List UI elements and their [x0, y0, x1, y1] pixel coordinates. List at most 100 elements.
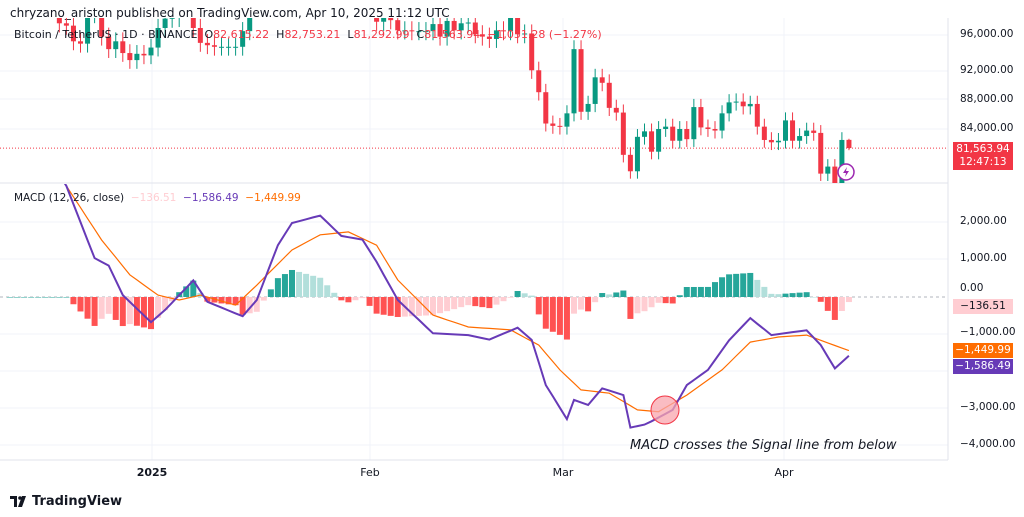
- candle-body: [620, 112, 626, 155]
- bar-countdown: 12:47:13: [959, 156, 1007, 168]
- histogram-bar: [556, 297, 563, 335]
- histogram-bar: [373, 297, 380, 314]
- histogram-bar: [451, 297, 458, 310]
- candle-body: [162, 18, 168, 28]
- candle-body: [712, 129, 718, 131]
- candle-body: [437, 24, 443, 37]
- candle-body: [254, 0, 259, 5]
- candle-body: [634, 136, 640, 172]
- candle-body: [543, 92, 549, 124]
- macd-axis-label: −3,000.00: [960, 401, 1016, 413]
- histogram-bar: [267, 289, 274, 297]
- histogram-bar: [133, 297, 140, 326]
- histogram-bar: [599, 293, 606, 297]
- histogram-bar: [28, 297, 35, 298]
- candle-body: [522, 33, 528, 35]
- histogram-bar: [740, 273, 747, 297]
- candle-body: [818, 132, 824, 174]
- histogram-tag: −136.51: [953, 299, 1013, 314]
- histogram-bar: [521, 293, 528, 297]
- histogram-bar: [528, 295, 535, 297]
- histogram-bar: [77, 297, 84, 312]
- close-label: C: [416, 28, 425, 41]
- histogram-bar: [500, 297, 507, 302]
- signal-tag: −1,449.99: [953, 343, 1013, 358]
- time-label-mar: Mar: [552, 466, 574, 479]
- histogram-bar: [655, 297, 662, 303]
- histogram-bar: [634, 297, 641, 314]
- histogram-bar: [704, 286, 711, 297]
- histogram-bar: [535, 297, 542, 315]
- crossover-marker: [650, 395, 680, 425]
- macd-legend: MACD (12, 26, close) −136.51 −1,586.49 −…: [14, 192, 301, 204]
- candle-body: [240, 31, 246, 47]
- candle-body: [8, 4, 13, 5]
- annotation-text: MACD crosses the Signal line from below: [630, 438, 897, 453]
- histogram-bar: [422, 297, 429, 316]
- histogram-bar: [169, 297, 176, 302]
- candle-body: [775, 140, 781, 143]
- histogram-bar: [253, 297, 260, 312]
- symbol-name[interactable]: Bitcoin / TetherUS · 1D · BINANCE: [14, 28, 198, 41]
- close-value: 81,563.94: [424, 28, 481, 41]
- histogram-bar: [831, 297, 838, 320]
- histogram-bar: [232, 297, 239, 306]
- candle-body: [515, 18, 521, 35]
- histogram-bar: [56, 297, 63, 298]
- histogram-bar: [14, 297, 21, 298]
- high-label: H: [276, 28, 285, 41]
- candle-body: [804, 130, 810, 137]
- candle-body: [790, 120, 796, 141]
- time-label-apr: Apr: [774, 466, 794, 479]
- candle-body: [472, 22, 478, 35]
- candle-body: [127, 53, 133, 61]
- candle-body: [557, 125, 563, 127]
- candle-body: [550, 123, 556, 126]
- candle-body: [811, 130, 817, 133]
- histogram-bar: [331, 292, 338, 297]
- candle-body: [233, 46, 239, 48]
- histogram-bar: [70, 297, 77, 305]
- candle-body: [846, 139, 852, 149]
- candle-body: [783, 120, 788, 141]
- histogram-bar: [669, 297, 676, 304]
- macd-indicator-name[interactable]: MACD (12, 26, close): [14, 192, 125, 204]
- histogram-bar: [726, 274, 733, 297]
- candle-body: [78, 41, 83, 44]
- histogram-bar: [112, 297, 119, 320]
- histogram-bar: [514, 290, 521, 297]
- histogram-bar: [324, 285, 331, 297]
- candle-body: [381, 18, 387, 22]
- histogram-bar: [486, 297, 493, 309]
- lightning-icon[interactable]: [837, 163, 855, 181]
- candle-body: [458, 23, 464, 31]
- candle-body: [754, 103, 760, 127]
- histogram-bar: [246, 297, 253, 314]
- candle-body: [85, 18, 91, 44]
- candle-body: [15, 0, 20, 4]
- histogram-bar: [225, 297, 232, 305]
- candle-body: [204, 42, 210, 46]
- macd-line: [63, 184, 850, 429]
- candle-body: [465, 22, 471, 24]
- histogram-bar: [162, 297, 169, 311]
- histogram-bar: [352, 297, 359, 301]
- candle-body: [113, 41, 119, 50]
- candle-body: [698, 107, 704, 128]
- candle-body: [247, 18, 253, 32]
- histogram-bar: [387, 297, 394, 316]
- histogram-bar: [676, 295, 683, 297]
- low-label: L: [347, 28, 354, 41]
- histogram-bar: [549, 297, 556, 332]
- histogram-bar: [690, 286, 697, 297]
- histogram-bar: [190, 280, 197, 297]
- candle-body: [169, 18, 175, 19]
- tradingview-logo[interactable]: TradingView: [10, 494, 122, 509]
- histogram-bar: [105, 297, 112, 314]
- histogram-bar: [91, 297, 98, 326]
- tradingview-logo-text: TradingView: [32, 494, 123, 509]
- signal-line: [64, 184, 850, 413]
- change-value: −1,051.28 (−1.27%): [487, 28, 602, 41]
- candle-body: [825, 166, 831, 174]
